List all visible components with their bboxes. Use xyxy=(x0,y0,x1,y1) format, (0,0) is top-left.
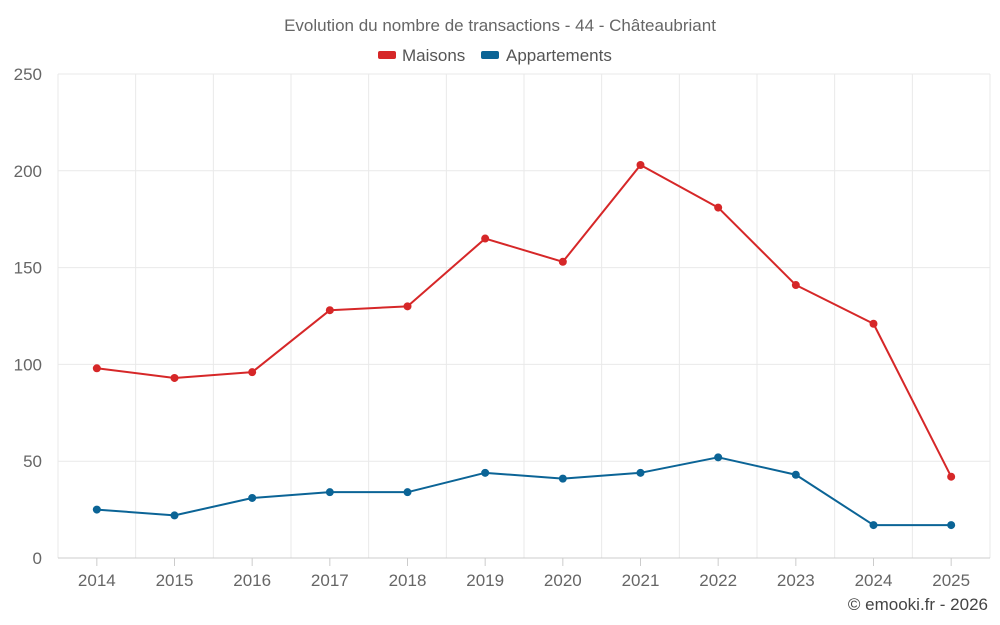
data-point-maisons[interactable]: Maisons 2020: 153 xyxy=(558,257,567,266)
x-tick-label: 2017 xyxy=(311,571,349,590)
y-axis: 0 50 100 150 200 250 xyxy=(14,65,42,568)
data-point-appartements[interactable]: Appartements 2017: 34 xyxy=(325,488,334,497)
y-tick-label: 250 xyxy=(14,65,42,84)
data-point-maisons[interactable]: Maisons 2016: 96 xyxy=(248,368,257,377)
grid xyxy=(57,73,991,559)
x-tick-label: 2022 xyxy=(699,571,737,590)
data-point-maisons[interactable]: Maisons 2014: 98 xyxy=(92,364,101,373)
data-point-appartements[interactable]: Appartements 2022: 52 xyxy=(714,453,723,462)
data-point-maisons[interactable]: Maisons 2021: 203 xyxy=(636,160,645,169)
legend-label-maisons: Maisons xyxy=(402,46,465,65)
y-tick-label: 100 xyxy=(14,355,42,374)
data-point-appartements[interactable]: Appartements 2016: 31 xyxy=(248,493,257,502)
legend-label-appartements: Appartements xyxy=(506,46,612,65)
data-point-maisons[interactable]: Maisons 2017: 128 xyxy=(325,306,334,315)
legend-item-maisons[interactable]: Maisons xyxy=(378,46,465,65)
data-point-maisons[interactable]: Maisons 2024: 121 xyxy=(869,319,878,328)
x-tick-label: 2021 xyxy=(622,571,660,590)
data-point-maisons[interactable]: Maisons 2023: 141 xyxy=(791,281,800,290)
data-point-appartements[interactable]: Appartements 2018: 34 xyxy=(403,488,412,497)
data-point-maisons[interactable]: Maisons 2022: 181 xyxy=(714,203,723,212)
y-tick-label: 150 xyxy=(14,259,42,278)
x-tick-label: 2023 xyxy=(777,571,815,590)
series-line-maisons xyxy=(96,163,953,478)
x-tick-label: 2020 xyxy=(544,571,582,590)
x-tick-label: 2015 xyxy=(156,571,194,590)
x-axis: 2014 2015 2016 2017 2018 2019 2020 2021 2022 2023… xyxy=(58,557,990,590)
chart-title: Evolution du nombre de transactions - 44… xyxy=(284,16,716,35)
data-point-appartements[interactable]: Appartements 2024: 17 xyxy=(869,521,878,530)
data-point-maisons[interactable]: Maisons 2019: 165 xyxy=(481,234,490,243)
x-tick-label: 2025 xyxy=(932,571,970,590)
data-point-appartements[interactable]: Appartements 2015: 22 xyxy=(170,511,179,520)
y-tick-label: 0 xyxy=(33,549,42,568)
data-point-appartements[interactable]: Appartements 2025: 17 xyxy=(947,521,956,530)
data-point-appartements[interactable]: Appartements 2014: 25 xyxy=(92,505,101,514)
legend-item-appartements[interactable]: Appartements xyxy=(481,46,612,65)
data-point-maisons[interactable]: Maisons 2025: 42 xyxy=(947,472,956,481)
x-tick-label: 2014 xyxy=(78,571,116,590)
x-tick-label: 2019 xyxy=(466,571,504,590)
series-layer: Maisons 2014: 98 Maisons 2015: 93 Maisons … xyxy=(92,160,956,530)
legend-swatch-appartements xyxy=(481,51,499,59)
y-tick-label: 200 xyxy=(14,162,42,181)
x-tick-label: 2024 xyxy=(855,571,893,590)
x-tick-label: 2016 xyxy=(233,571,271,590)
data-point-maisons[interactable]: Maisons 2015: 93 xyxy=(170,373,179,382)
series-line-appartements xyxy=(96,456,952,527)
x-tick-label: 2018 xyxy=(389,571,427,590)
data-point-appartements[interactable]: Appartements 2020: 41 xyxy=(558,474,567,483)
data-point-appartements[interactable]: Appartements 2019: 44 xyxy=(481,468,490,477)
legend: Maisons Appartements xyxy=(378,46,612,65)
data-point-appartements[interactable]: Appartements 2021: 44 xyxy=(636,468,645,477)
data-point-appartements[interactable]: Appartements 2023: 43 xyxy=(791,470,800,479)
data-point-maisons[interactable]: Maisons 2018: 130 xyxy=(403,302,412,311)
credit-text: © emooki.fr - 2026 xyxy=(848,595,988,614)
legend-swatch-maisons xyxy=(378,51,396,59)
y-tick-label: 50 xyxy=(23,452,42,471)
